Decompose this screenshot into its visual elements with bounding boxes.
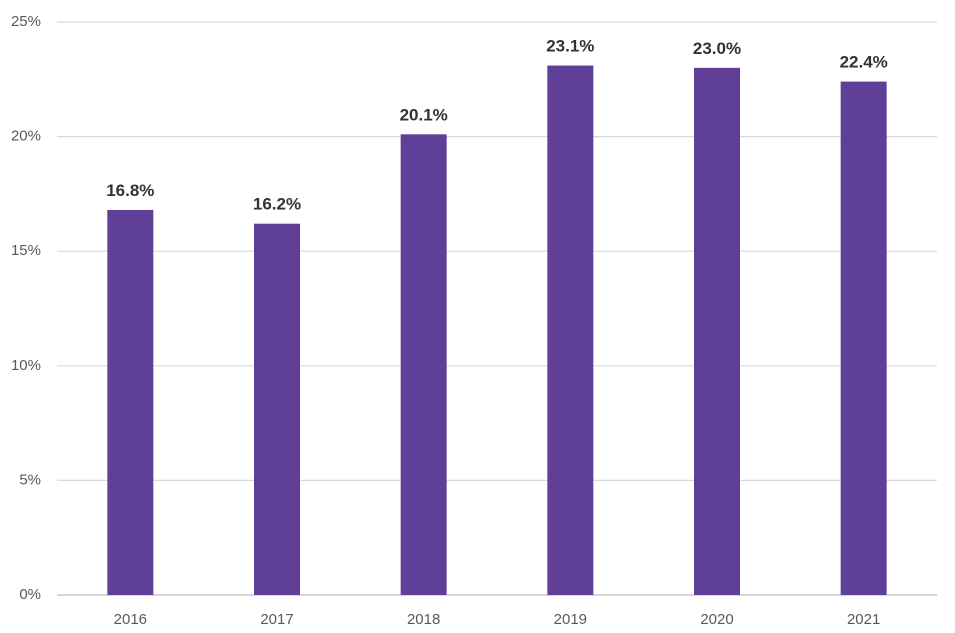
bar-2018 xyxy=(400,134,447,596)
x-tick-label-2017: 2017 xyxy=(260,611,293,628)
y-tick-label: 20% xyxy=(11,128,41,145)
y-tick-label: 15% xyxy=(11,242,41,259)
data-labels: 16.8% 16.2% 20.1% 23.1% 23.0% 22.4% xyxy=(106,37,888,214)
y-tick-label: 10% xyxy=(11,357,41,374)
data-label-2017: 16.2% xyxy=(253,195,301,214)
bars xyxy=(107,65,887,596)
y-axis: 0% 5% 10% 15% 20% 25% xyxy=(11,13,41,603)
data-label-2016: 16.8% xyxy=(106,181,154,200)
x-tick-label-2018: 2018 xyxy=(407,611,440,628)
y-tick-label: 5% xyxy=(19,471,41,488)
data-label-2020: 23.0% xyxy=(693,39,741,58)
bar-2021 xyxy=(840,81,887,596)
y-tick-label: 0% xyxy=(19,586,41,603)
bar-2019 xyxy=(547,65,594,596)
data-label-2019: 23.1% xyxy=(546,37,594,56)
x-tick-label-2016: 2016 xyxy=(114,611,147,628)
data-label-2021: 22.4% xyxy=(840,53,888,72)
bar-2017 xyxy=(254,223,300,596)
gridlines xyxy=(57,21,937,596)
x-tick-label-2020: 2020 xyxy=(700,611,733,628)
bar-2016 xyxy=(107,209,154,595)
bar-2020 xyxy=(694,67,740,596)
x-tick-label-2021: 2021 xyxy=(847,611,880,628)
y-tick-label: 25% xyxy=(11,13,41,30)
x-axis: 2016 2017 2018 2019 2020 2021 xyxy=(114,611,881,628)
data-label-2018: 20.1% xyxy=(400,105,448,124)
x-tick-label-2019: 2019 xyxy=(554,611,587,628)
